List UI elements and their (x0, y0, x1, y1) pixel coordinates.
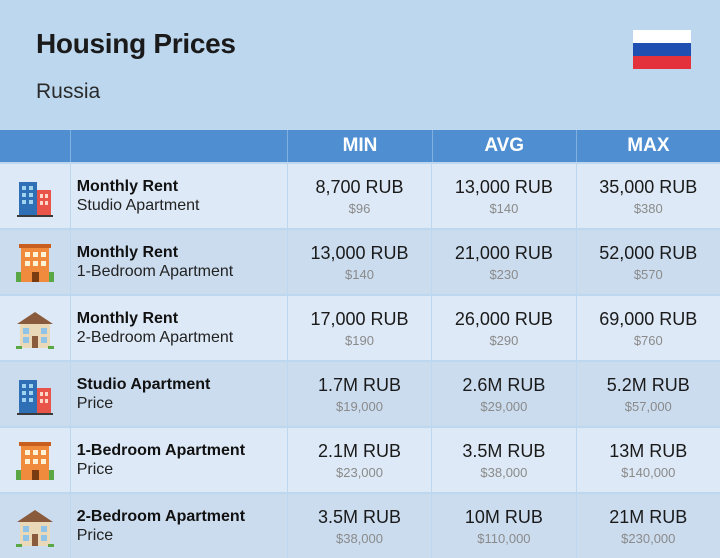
avg-usd-value: $290 (489, 332, 519, 348)
row-subtitle: 1-Bedroom Apartment (76, 262, 234, 280)
max-usd-value: $760 (633, 332, 663, 348)
avg-rub-value: 13,000 RUB (454, 176, 553, 197)
avg-usd-value: $110,000 (477, 530, 531, 546)
max-usd-value: $57,000 (624, 398, 672, 414)
max-cell: 5.2M RUB $57,000 (577, 362, 720, 426)
house-icon (0, 296, 71, 360)
min-cell: 1.7M RUB $19,000 (288, 362, 433, 426)
min-cell: 8,700 RUB $96 (288, 164, 433, 228)
min-rub-value: 2.1M RUB (317, 440, 402, 461)
row-label: Monthly Rent 2-Bedroom Apartment (71, 296, 288, 360)
avg-cell: 3.5M RUB $38,000 (432, 428, 577, 492)
min-cell: 2.1M RUB $23,000 (288, 428, 433, 492)
header-label-cell (71, 130, 289, 162)
min-rub-value: 8,700 RUB (315, 176, 404, 197)
min-rub-value: 13,000 RUB (310, 242, 409, 263)
max-usd-value: $380 (633, 200, 663, 216)
avg-usd-value: $230 (489, 266, 519, 282)
blue-building-icon (0, 362, 71, 426)
orange-building-icon (0, 428, 71, 492)
header-icon-cell (0, 130, 71, 162)
max-rub-value: 21M RUB (609, 506, 688, 527)
row-title: Studio Apartment (76, 375, 211, 393)
table-row: Monthly Rent Studio Apartment 8,700 RUB $96… (0, 162, 720, 228)
min-usd-value: $23,000 (336, 464, 383, 480)
row-title: Monthly Rent (76, 243, 179, 261)
min-rub-value: 17,000 RUB (310, 308, 409, 329)
min-usd-value: $96 (348, 200, 371, 216)
min-usd-value: $190 (345, 332, 374, 348)
max-usd-value: $140,000 (621, 464, 676, 480)
avg-cell: 26,000 RUB $290 (432, 296, 577, 360)
avg-cell: 10M RUB $110,000 (432, 494, 577, 558)
column-avg-header: AVG (433, 130, 577, 162)
row-subtitle: 2-Bedroom Apartment (76, 328, 234, 346)
row-subtitle: Studio Apartment (76, 196, 200, 214)
row-label: Studio Apartment Price (71, 362, 288, 426)
avg-rub-value: 10M RUB (464, 506, 543, 527)
min-cell: 3.5M RUB $38,000 (288, 494, 433, 558)
table-row: Monthly Rent 2-Bedroom Apartment 17,000 RU… (0, 294, 720, 360)
flag-stripe-red (633, 56, 691, 69)
column-max-header: MAX (627, 135, 670, 156)
min-rub-value: 1.7M RUB (317, 374, 402, 395)
max-cell: 69,000 RUB $760 (577, 296, 720, 360)
avg-cell: 2.6M RUB $29,000 (432, 362, 577, 426)
table-row: Monthly Rent 1-Bedroom Apartment 13,000 RU… (0, 228, 720, 294)
max-cell: 21M RUB $230,000 (577, 494, 720, 558)
avg-rub-value: 21,000 RUB (454, 242, 553, 263)
row-label: 1-Bedroom Apartment Price (71, 428, 288, 492)
min-rub-value: 3.5M RUB (317, 506, 402, 527)
max-cell: 13M RUB $140,000 (577, 428, 720, 492)
max-rub-value: 52,000 RUB (599, 242, 698, 263)
house-icon (0, 494, 71, 558)
page-title: Housing Prices (36, 28, 236, 59)
max-usd-value: $230,000 (621, 530, 676, 546)
row-label: 2-Bedroom Apartment Price (71, 494, 288, 558)
avg-cell: 13,000 RUB $140 (432, 164, 577, 228)
row-title: Monthly Rent (76, 177, 179, 195)
russia-flag-icon (633, 30, 691, 69)
price-table: MIN AVG MAX Monthly Rent Studio Apartment… (0, 130, 720, 558)
max-rub-value: 13M RUB (609, 440, 688, 461)
min-cell: 17,000 RUB $190 (288, 296, 433, 360)
avg-cell: 21,000 RUB $230 (432, 230, 577, 294)
row-subtitle: Price (76, 526, 114, 544)
row-title: 2-Bedroom Apartment (76, 507, 246, 525)
max-rub-value: 35,000 RUB (599, 176, 698, 197)
column-min-header: MIN (288, 130, 433, 162)
avg-usd-value: $29,000 (480, 398, 528, 414)
avg-rub-value: 3.5M RUB (462, 440, 546, 461)
max-cell: 35,000 RUB $380 (577, 164, 720, 228)
orange-building-icon (0, 230, 71, 294)
min-usd-value: $38,000 (336, 530, 383, 546)
table-header: MIN AVG MAX (0, 130, 720, 162)
row-label: Monthly Rent 1-Bedroom Apartment (71, 230, 288, 294)
max-usd-value: $570 (633, 266, 663, 282)
avg-usd-value: $38,000 (480, 464, 528, 480)
min-usd-value: $19,000 (336, 398, 383, 414)
row-title: Monthly Rent (76, 309, 179, 327)
flag-stripe-blue (633, 43, 691, 56)
table-row: 1-Bedroom Apartment Price 2.1M RUB $23,000 3… (0, 426, 720, 492)
row-subtitle: Price (76, 460, 114, 478)
avg-rub-value: 2.6M RUB (462, 374, 546, 395)
table-row: 2-Bedroom Apartment Price 3.5M RUB $38,000 1… (0, 492, 720, 558)
max-rub-value: 5.2M RUB (606, 374, 690, 395)
row-title: 1-Bedroom Apartment (76, 441, 246, 459)
min-cell: 13,000 RUB $140 (288, 230, 433, 294)
blue-building-icon (0, 164, 71, 228)
table-row: Studio Apartment Price 1.7M RUB $19,000 2.6M… (0, 360, 720, 426)
country-name: Russia (36, 80, 101, 103)
row-subtitle: Price (76, 394, 114, 412)
min-usd-value: $140 (345, 266, 374, 282)
avg-usd-value: $140 (489, 200, 519, 216)
flag-stripe-white (633, 30, 691, 43)
row-label: Monthly Rent Studio Apartment (71, 164, 288, 228)
max-rub-value: 69,000 RUB (599, 308, 698, 329)
max-cell: 52,000 RUB $570 (577, 230, 720, 294)
avg-rub-value: 26,000 RUB (454, 308, 553, 329)
